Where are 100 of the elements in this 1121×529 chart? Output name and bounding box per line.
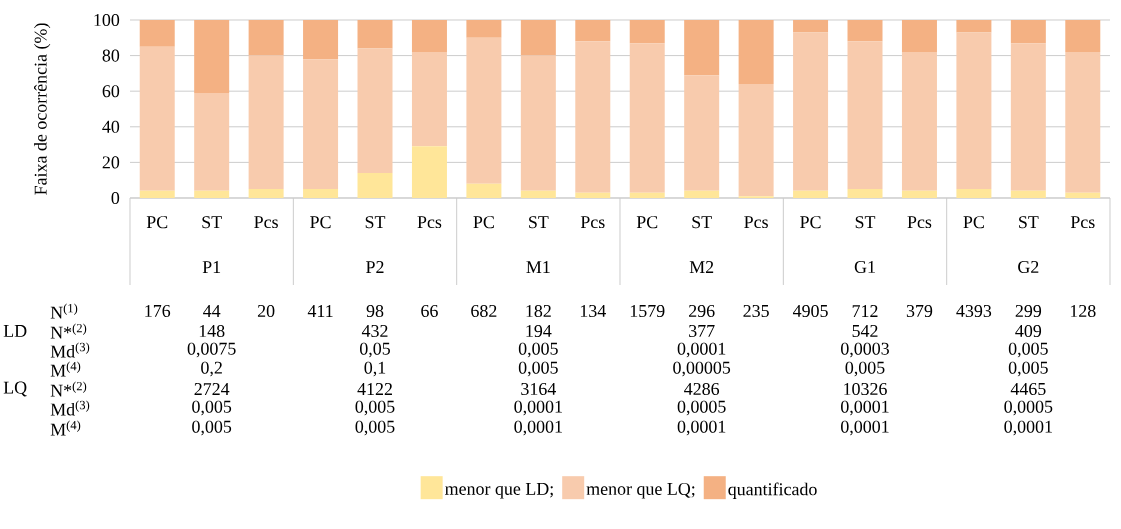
x-tick-label: ST [202, 216, 222, 229]
bar [1065, 52, 1101, 193]
text: 4122 [357, 383, 392, 395]
bar [194, 190, 230, 198]
text: G1 [854, 260, 875, 274]
y-axis-title: Faixa de ocorrência (%) [34, 23, 51, 195]
bar [901, 52, 937, 191]
text: M$^{(4)}$ [50, 420, 81, 436]
text: 411 [307, 305, 333, 317]
text: 432 [361, 324, 388, 338]
bar [411, 146, 447, 198]
bar [847, 189, 883, 198]
text: 0,005 [1008, 361, 1048, 377]
text: 0,0005 [677, 400, 726, 416]
text: P2 [366, 261, 384, 273]
text: 0,005 [192, 420, 232, 436]
text: 0,0001 [677, 420, 726, 436]
text: 66 [421, 304, 438, 318]
text: 0,005 [192, 400, 232, 416]
bar [303, 59, 339, 190]
bar [738, 19, 774, 85]
text: 128 [1070, 304, 1096, 318]
text: 0,0003 [841, 342, 889, 358]
bar [139, 190, 175, 198]
text: 235 [743, 304, 769, 318]
text: 0,0001 [841, 420, 889, 436]
text: 1579 [630, 304, 665, 318]
text: 299 [1015, 304, 1042, 318]
bar [520, 190, 556, 198]
text: 3164 [521, 382, 556, 396]
x-tick-label: PC [800, 216, 821, 229]
legend-label: menor que LQ; [586, 482, 695, 499]
bar [1065, 19, 1101, 53]
x-tick-label: PC [146, 216, 168, 229]
text: 4465 [1010, 382, 1046, 396]
bar [629, 192, 665, 198]
text: 0,0075 [187, 342, 236, 358]
text: 0,0001 [677, 342, 726, 358]
text: 44 [203, 305, 221, 317]
x-tick-label: PC [310, 216, 331, 229]
y-tick-label: 100 [94, 13, 120, 27]
x-tick-label: Pcs [907, 216, 932, 229]
x-tick-label: PC [636, 216, 658, 229]
bar [248, 189, 284, 198]
bar [139, 46, 175, 191]
text: 296 [689, 304, 715, 318]
legend-label: menor que LD; [445, 482, 553, 499]
y-tick-label: 40 [102, 120, 120, 133]
bar [956, 189, 992, 198]
text: 0,005 [845, 361, 885, 377]
bar [793, 190, 829, 198]
x-tick-label: PC [963, 216, 984, 229]
bar [629, 43, 665, 193]
bar [575, 192, 611, 198]
bar [738, 84, 774, 197]
bar [575, 19, 611, 42]
text: Md$^{(3)}$ [50, 342, 90, 358]
x-tick-label: Pcs [254, 216, 278, 229]
text: N*$^{(2)}$ [50, 381, 87, 397]
text: 176 [145, 304, 171, 318]
bar [684, 190, 720, 198]
text: 0,005 [355, 400, 395, 416]
text: 20 [257, 304, 275, 318]
bar [684, 19, 720, 76]
bar [1010, 190, 1046, 198]
text: G2 [1018, 260, 1039, 274]
x-tick-label: ST [855, 216, 876, 229]
text: 0,005 [518, 361, 558, 377]
x-tick-label: Pcs [580, 216, 605, 229]
bar [303, 19, 339, 60]
text: 0,0001 [514, 400, 562, 416]
bar [793, 32, 829, 191]
text: 0,0001 [841, 400, 889, 416]
text: 134 [580, 304, 606, 318]
x-tick-label: Pcs [417, 216, 442, 229]
text: 0,1 [364, 361, 386, 377]
text: 4905 [792, 304, 828, 318]
x-tick-label: PC [473, 216, 494, 229]
x-tick-label: ST [1019, 216, 1039, 229]
x-tick-label: ST [529, 216, 549, 229]
y-tick-label: 20 [102, 156, 120, 169]
text: 182 [526, 304, 551, 318]
bar [793, 19, 829, 33]
text: 0,05 [360, 342, 390, 358]
text: 542 [852, 324, 878, 338]
legend-label: quantificado [728, 482, 817, 499]
bar [684, 75, 720, 191]
text: 0,005 [518, 342, 558, 358]
text: 148 [199, 324, 225, 338]
text: 0,0001 [1004, 420, 1052, 436]
x-tick-label: ST [692, 216, 712, 229]
text: 4286 [684, 382, 720, 396]
text: LD [3, 325, 27, 337]
bar [357, 173, 393, 198]
text: 379 [906, 304, 933, 318]
bar [520, 19, 556, 56]
bar [248, 19, 284, 56]
text: 0,0001 [514, 420, 562, 436]
bar [901, 19, 937, 53]
bar [248, 55, 284, 190]
